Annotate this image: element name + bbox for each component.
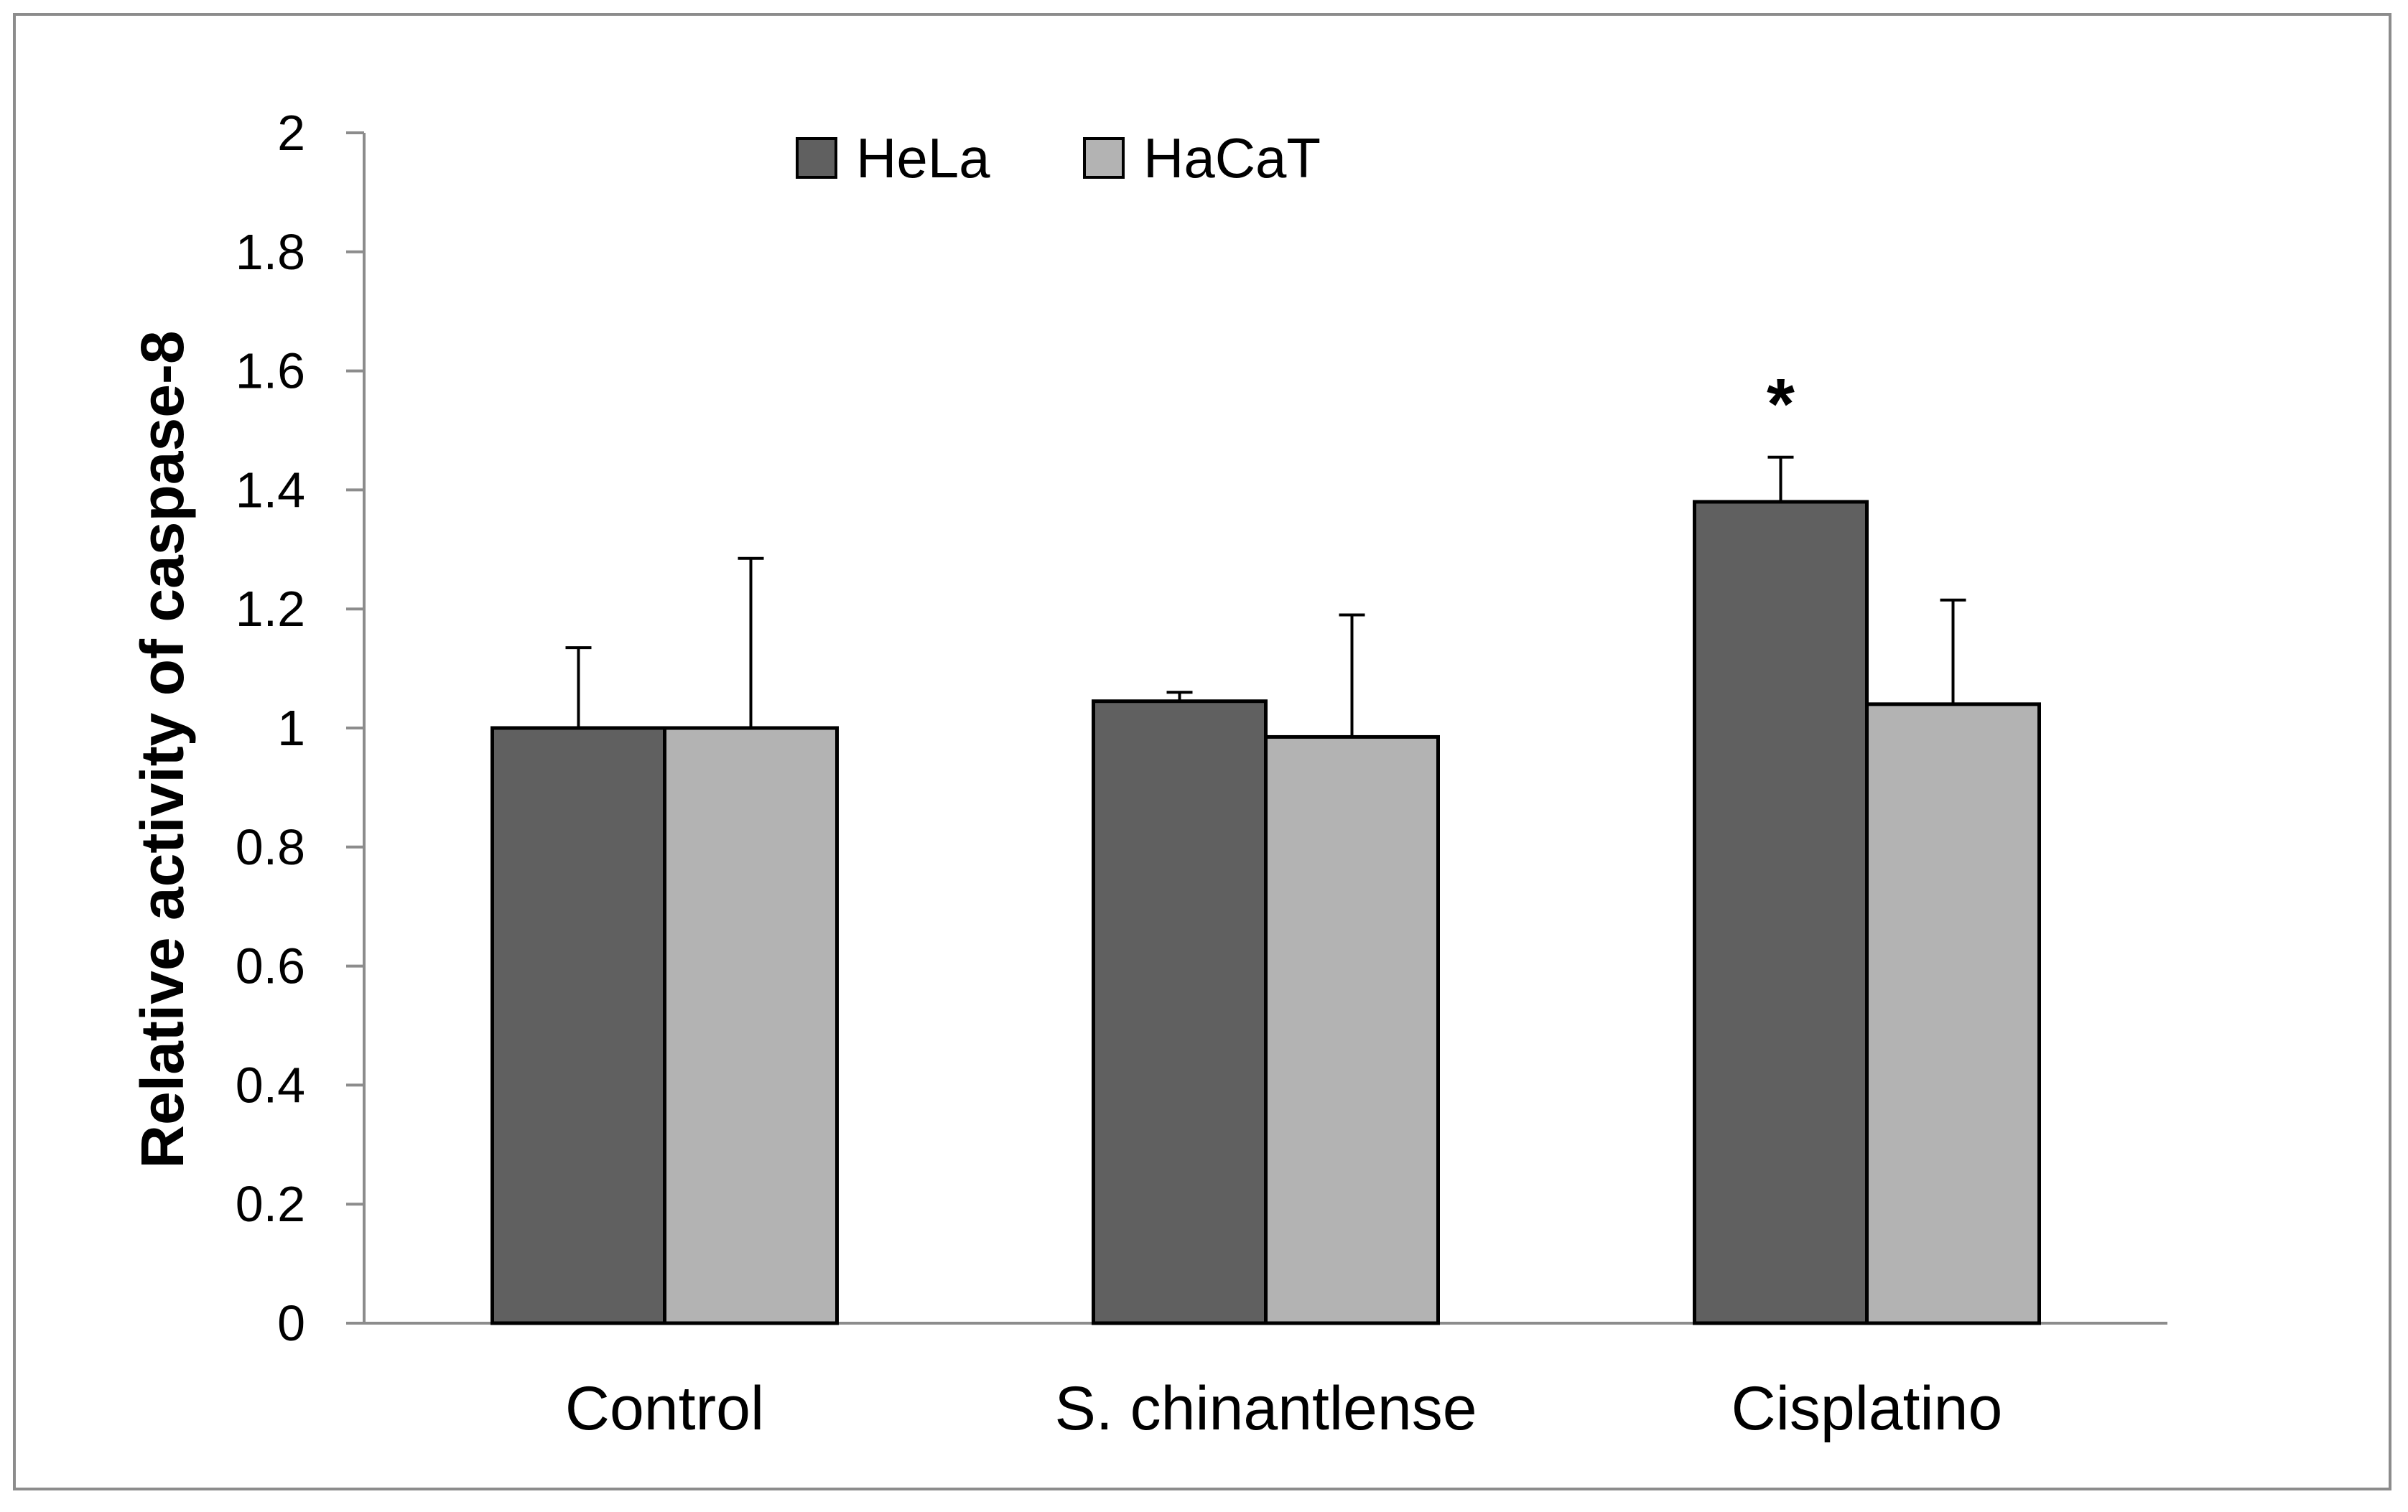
legend-label-hela: HeLa xyxy=(856,126,990,190)
legend: HeLa HaCaT xyxy=(796,126,1321,190)
legend-swatch-hacat xyxy=(1083,137,1125,179)
y-tick-label: 0.8 xyxy=(236,819,305,875)
x-category-label: Cisplatino xyxy=(1731,1374,2003,1443)
labels: 0 0.2 0.4 0.6 0.8 1 1.2 1.4 1.6 1.8 2 Relative acti… xyxy=(129,105,2002,1443)
y-tick-label: 0 xyxy=(277,1295,305,1351)
significance-marker: * xyxy=(1767,364,1795,444)
y-tick-label: 0.2 xyxy=(236,1176,305,1232)
bar-hela-1 xyxy=(1092,699,1268,1325)
legend-label-hacat: HaCaT xyxy=(1143,126,1321,190)
legend-swatch-hela xyxy=(796,137,837,179)
y-tick-label: 1.4 xyxy=(236,462,305,518)
x-category-label: Control xyxy=(565,1374,764,1443)
bars xyxy=(491,500,2041,1325)
y-tick-label: 2 xyxy=(277,105,305,161)
y-tick-label: 1.6 xyxy=(236,343,305,399)
bar-hacat-2 xyxy=(1865,702,2041,1325)
bar-hela-0 xyxy=(491,726,666,1325)
y-tick-label: 0.6 xyxy=(236,938,305,994)
x-category-label: S. chinantlense xyxy=(1054,1374,1477,1443)
y-tick-label: 1.2 xyxy=(236,581,305,637)
y-tick-label: 1 xyxy=(277,700,305,756)
y-tick-label: 1.8 xyxy=(236,224,305,280)
bar-hacat-1 xyxy=(1264,734,1440,1325)
bar-hacat-0 xyxy=(663,726,839,1325)
error-bars xyxy=(565,455,1966,737)
y-tick-label: 0.4 xyxy=(236,1057,305,1113)
y-axis-label: Relative activity of caspase-8 xyxy=(129,330,196,1168)
bar-hela-2 xyxy=(1693,500,1869,1325)
